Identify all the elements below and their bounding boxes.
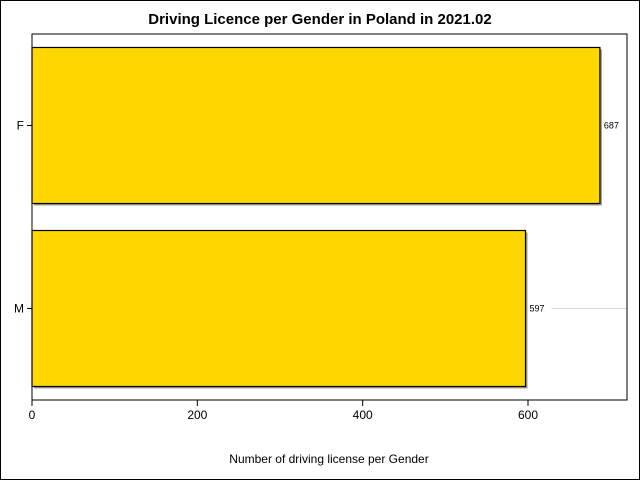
x-axis-label: Number of driving license per Gender	[229, 452, 428, 466]
y-tick-label-m: M	[14, 302, 24, 316]
bars-layer: 687 597	[31, 46, 627, 389]
bar-m	[31, 229, 527, 388]
x-tick-label: 600	[518, 408, 538, 422]
chart-title: Driving Licence per Gender in Poland in …	[148, 11, 492, 28]
bar-f	[31, 46, 601, 205]
x-tick-label: 200	[187, 408, 207, 422]
plot-area	[31, 33, 628, 401]
data-label-f: 687	[604, 121, 619, 131]
y-tick-label-f: F	[17, 119, 24, 133]
axes-layer: F M 0 200 400 600	[14, 119, 538, 423]
data-label-m: 597	[530, 304, 545, 314]
x-tick-label: 400	[353, 408, 373, 422]
x-tick-label: 0	[29, 408, 36, 422]
